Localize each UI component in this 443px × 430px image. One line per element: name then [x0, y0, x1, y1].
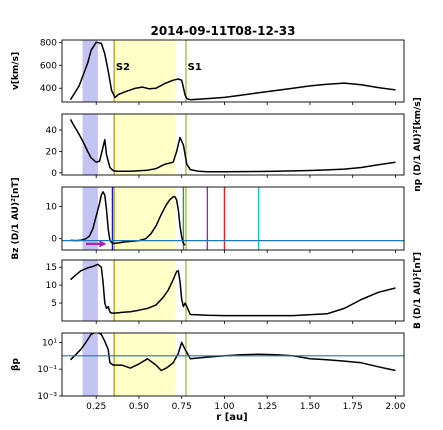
x-tick-label-2: 0.75	[172, 402, 192, 412]
panel-3-y-tick-label-0: 5	[51, 299, 57, 309]
panel-2-series-group	[62, 191, 404, 246]
panel-1-y-tick-label-0: 0	[51, 169, 57, 179]
panel-3-y-tick-label-2: 15	[46, 263, 57, 273]
panel-0-frame	[61, 39, 405, 103]
panel-4-y-axis-label: βp	[11, 358, 21, 371]
panel-1-y-tick-label-2: 40	[46, 126, 58, 136]
panel-0-y-axis-label: v[km/s]	[11, 52, 21, 90]
panel-4: 10⁻³ 10⁻¹ 10¹ βp	[11, 332, 405, 402]
panel-4-y-tick-label-1: 10⁻¹	[37, 365, 57, 375]
panel-1-series-0	[69, 119, 396, 173]
x-axis-label: r [au]	[216, 412, 247, 423]
panel-0-series-0	[69, 41, 396, 101]
x-tick-label-0: 0.25	[86, 402, 106, 412]
panel-3-shaded-region-0	[82, 260, 98, 321]
panel-0-y-tick-label-1: 600	[40, 61, 57, 71]
panel-0: 400 600 800 v[km/s] S2 S1	[11, 38, 405, 105]
annotation-s2: S2	[116, 62, 130, 73]
panel-4-y-tick-label-2: 10¹	[42, 338, 57, 348]
panel-2-y-tick-label-1: 10	[46, 202, 58, 212]
x-tick-label-4: 1.25	[257, 402, 277, 412]
panel-3-frame	[61, 259, 405, 322]
panel-4-y-tick-label-0: 10⁻³	[37, 392, 57, 402]
panel-3-series-group	[70, 263, 396, 317]
panel-4-frame	[61, 332, 405, 397]
panel-2-shaded-region-0	[82, 187, 98, 250]
panel-0-series-group	[69, 41, 396, 101]
panel-0-shaded-region-0	[82, 40, 98, 102]
panel-3-y-tick-label-1: 10	[46, 281, 58, 291]
panel-3: 5 10 15 B (D/1 AU)²[nT]	[46, 252, 423, 329]
panel-1: 0 20 40 np (D/1 AU)²[km/s]	[46, 97, 423, 192]
panel-1-series-group	[69, 119, 396, 173]
panel-3-shaded-region-1	[114, 260, 175, 321]
panel-2-arrow-head	[99, 240, 107, 248]
panel-1-y-axis-label: np (D/1 AU)²[km/s]	[413, 97, 423, 192]
panel-2-frame	[61, 186, 405, 251]
panel-3-y-axis-label: B (D/1 AU)²[nT]	[413, 252, 423, 329]
x-tick-label-6: 1.75	[343, 402, 363, 412]
panel-0-y-tick-label-0: 400	[40, 84, 57, 94]
panel-2-y-tick-label-0: 0	[51, 235, 57, 245]
chart-title: 2014-09-11T08-12-33	[150, 24, 295, 38]
x-tick-label-7: 2.00	[385, 402, 405, 412]
panel-2-series-0	[70, 191, 186, 246]
panel-1-shaded-region-1	[114, 114, 175, 175]
x-tick-label-3: 1.00	[214, 402, 234, 412]
panel-0-y-tick-label-2: 800	[40, 38, 57, 48]
panel-3-series-0	[70, 263, 396, 317]
panel-2: 0 10 Bz (D/1 AU)²[nT]	[11, 177, 405, 260]
panel-1-frame	[61, 113, 405, 176]
panel-4-shaded-region-1	[114, 333, 175, 396]
panel-4-series-0	[69, 333, 396, 372]
panel-4-shaded-region-0	[82, 333, 98, 396]
panel-4-series-group	[62, 333, 404, 372]
panel-1-y-tick-label-1: 20	[46, 147, 58, 157]
x-tick-label-5: 1.50	[300, 402, 320, 412]
panels: 400 600 800 v[km/s] S2 S1 0 20 40 np (D/1 AU)²[km…	[11, 38, 423, 412]
annotation-s1: S1	[188, 62, 202, 73]
panel-2-y-axis-label: Bz (D/1 AU)²[nT]	[11, 177, 21, 259]
x-tick-label-1: 0.50	[129, 402, 149, 412]
